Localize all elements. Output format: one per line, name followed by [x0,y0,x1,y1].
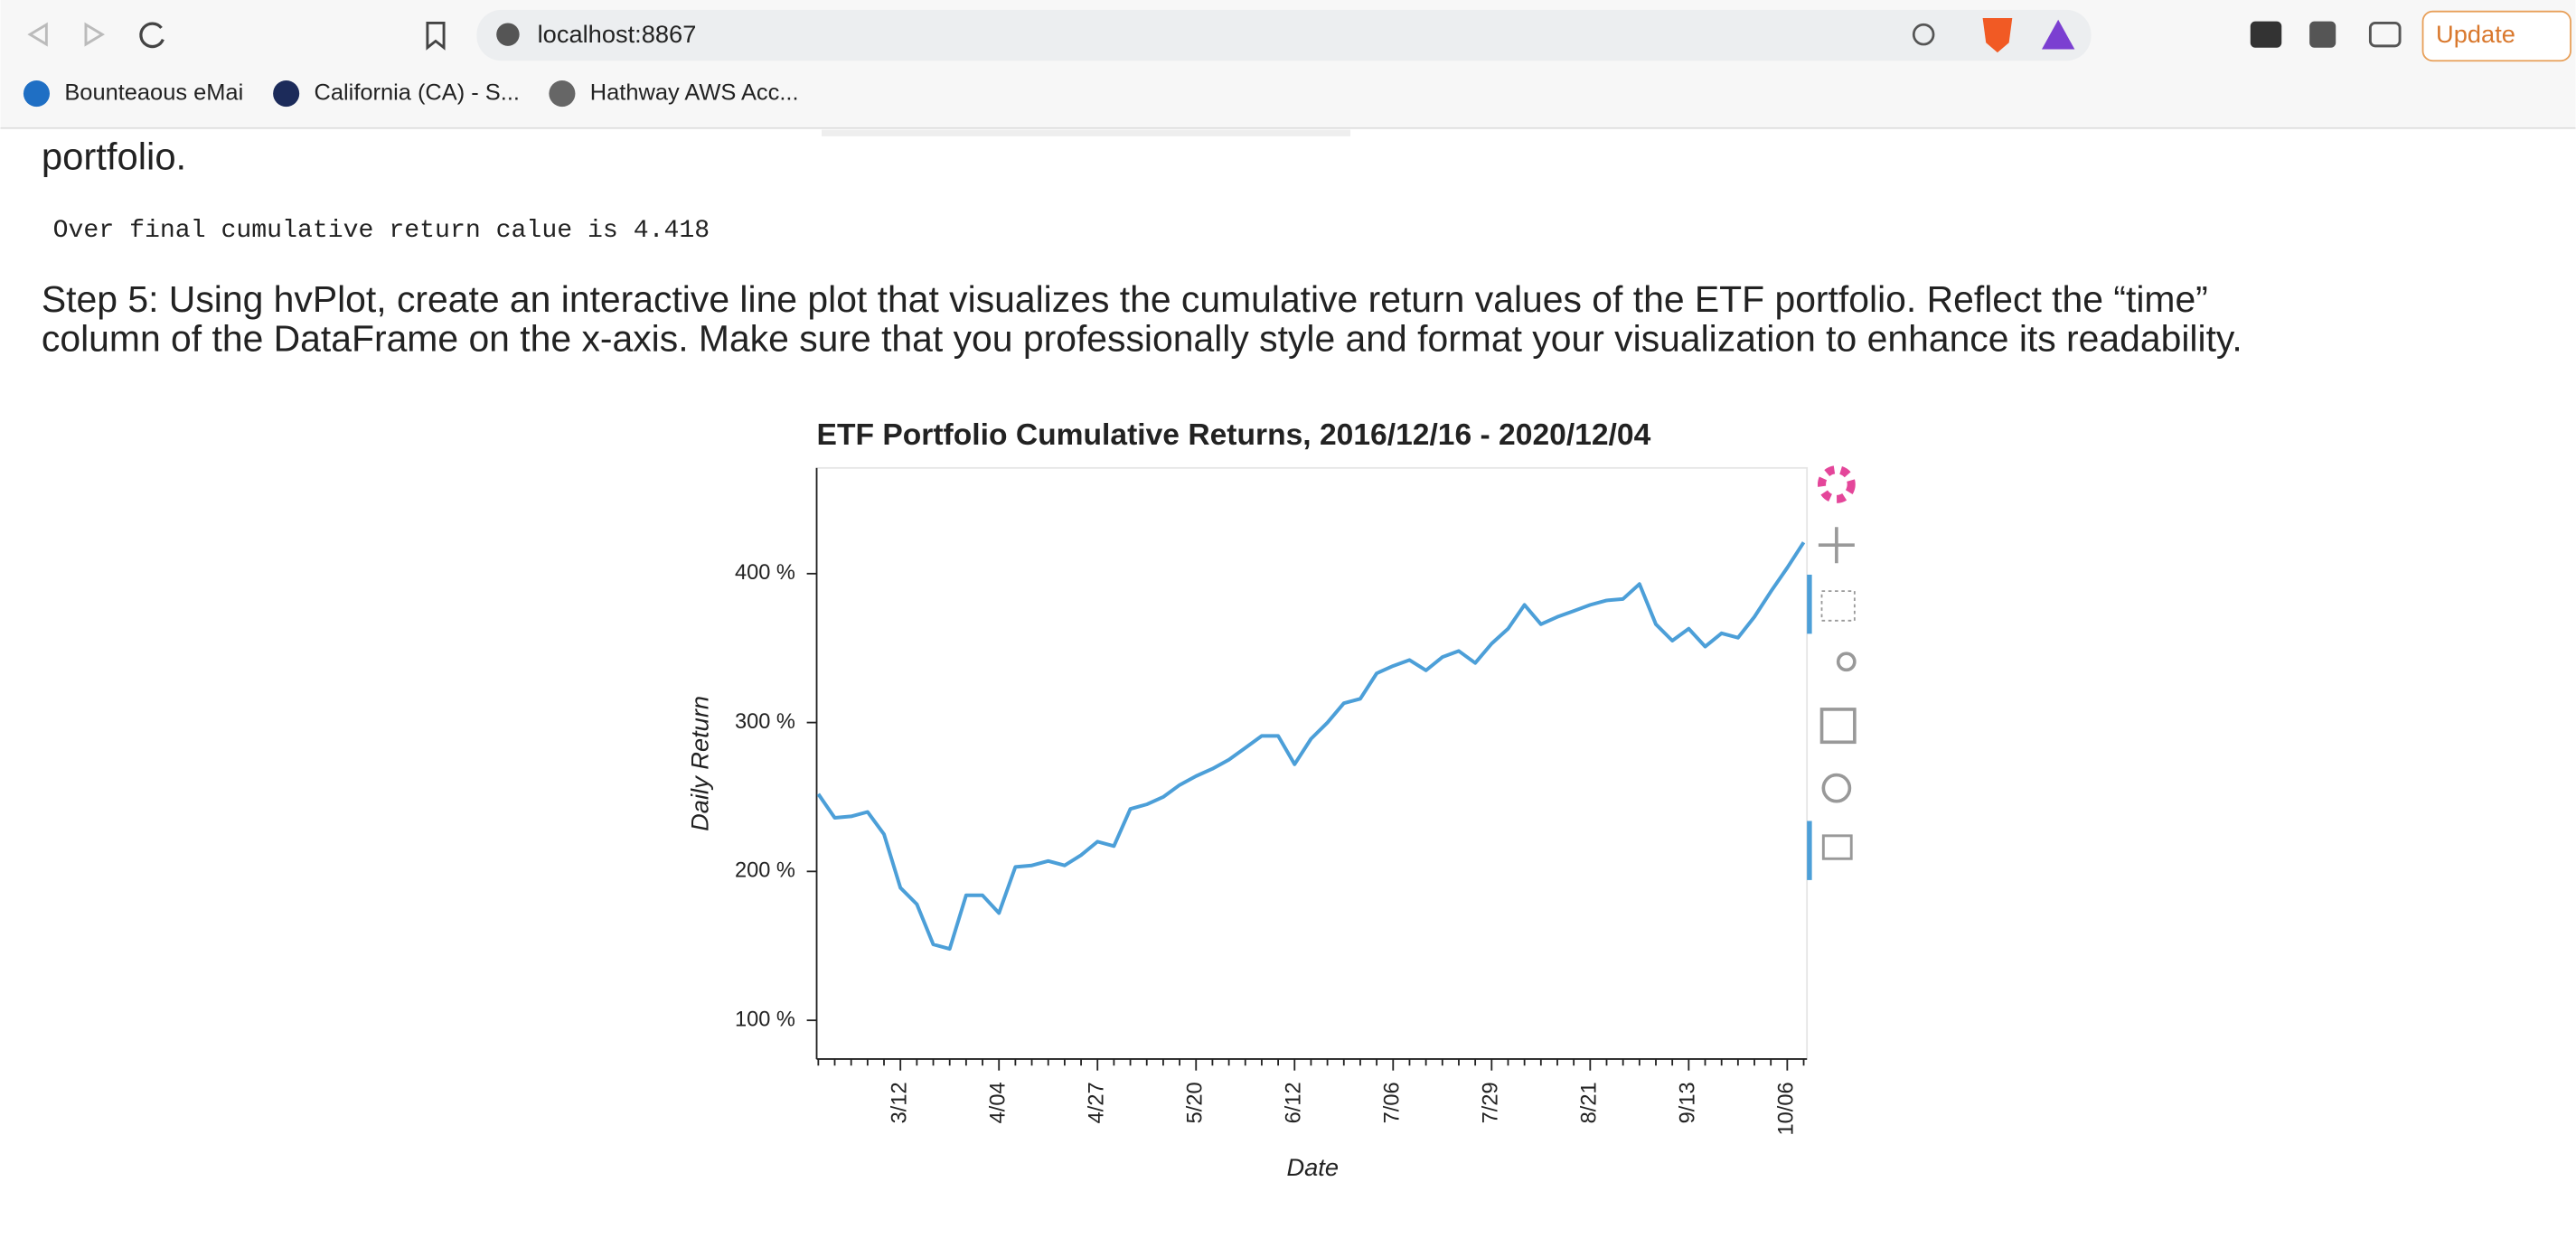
bookmark-icon [273,80,300,108]
code-span-edge [821,129,1351,136]
brave-rewards[interactable] [2041,19,2075,50]
bookmark-icon [549,80,576,108]
x-tick-label: 4/04 [986,1082,1010,1123]
reset-tool[interactable] [1821,773,1852,803]
extension-icon[interactable] [2250,21,2282,48]
y-tick-label: 100 % [735,1008,795,1031]
bokeh-logo[interactable] [1817,465,1856,503]
x-tick-label: 6/12 [1283,1082,1306,1123]
bookmark-button[interactable] [426,21,446,51]
pan-tool[interactable] [1818,527,1855,564]
chart-title: ETF Portfolio Cumulative Returns, 2016/1… [817,418,1651,452]
x-tick-label: 9/13 [1677,1082,1700,1123]
paragraph-fragment: portfolio. [42,135,186,177]
cell-output: Over final cumulative return calue is 4.… [53,217,710,245]
extensions-button[interactable] [2309,21,2336,48]
x-tick-label: 5/20 [1183,1082,1207,1123]
x-tick-label: 3/12 [888,1082,911,1123]
y-tick-label: 300 % [735,710,795,734]
reload-button[interactable] [139,22,165,49]
y-tick-label: 400 % [735,561,795,585]
address-bar[interactable] [476,9,2092,61]
x-tick-label: 4/27 [1085,1082,1108,1123]
x-tick-label: 10/06 [1775,1082,1799,1135]
y-tick-label: 200 % [735,859,795,883]
zoom-icon[interactable] [1912,23,1935,46]
url: localhost:8867 [538,20,697,48]
bookmark[interactable]: California (CA) - S... [315,80,520,105]
back-button[interactable] [27,22,48,47]
bookmark-icon [23,80,50,108]
active-indicator [1807,821,1812,880]
forward-button[interactable] [84,22,105,47]
update-button[interactable] [2421,10,2571,62]
x-tick-label: 7/06 [1381,1082,1405,1123]
wallet-button[interactable] [2368,21,2402,48]
save-tool[interactable] [1819,708,1857,745]
plot-area [815,466,1809,1060]
hover-tool[interactable] [1821,834,1853,860]
y-axis-label: Daily Return [686,696,714,831]
x-axis-label: Date [1286,1153,1339,1181]
line-series [816,541,1806,952]
wheel-zoom-tool[interactable] [1836,652,1857,672]
heading-line: column of the DataFrame on the x-axis. M… [42,318,2242,360]
update-label: Update [2436,20,2515,48]
toolbar [1807,465,1857,880]
x-tick-label: 7/29 [1480,1082,1503,1123]
heading-line: Step 5: Using hvPlot, create an interact… [42,278,2208,320]
box-zoom-tool[interactable] [1820,590,1856,622]
bookmark[interactable]: Bounteaous eMai [64,80,243,105]
brave-shield[interactable] [1982,17,2013,53]
bookmark[interactable]: Hathway AWS Acc... [590,80,799,105]
x-tick-label: 8/21 [1578,1082,1602,1123]
active-indicator [1807,574,1812,634]
site-info-icon[interactable] [496,23,520,46]
